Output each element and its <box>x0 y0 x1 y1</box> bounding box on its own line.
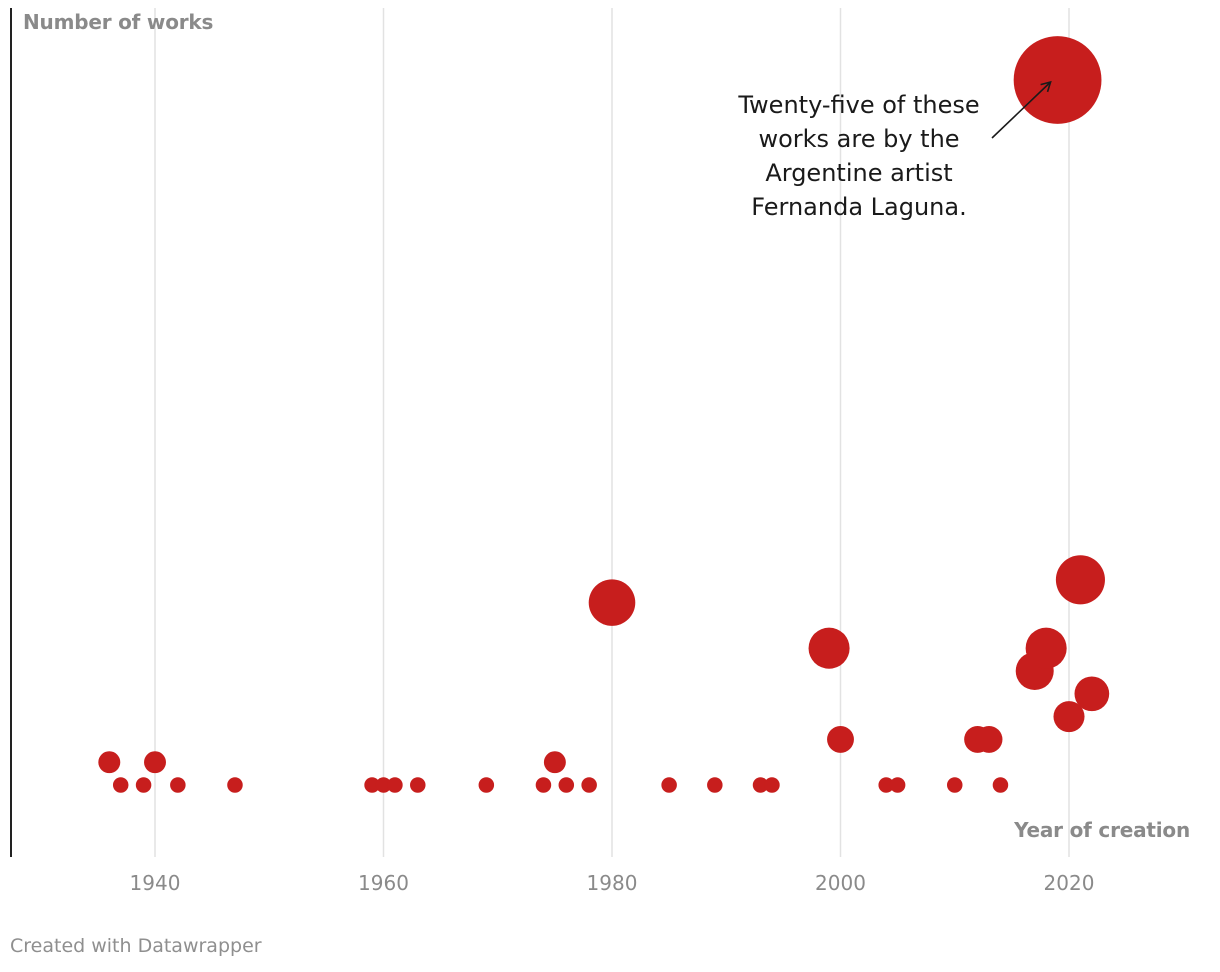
data-point-1963 <box>410 777 426 793</box>
data-point-1959 <box>364 777 380 793</box>
x-gridlines <box>154 8 1070 857</box>
data-point-1969 <box>478 777 495 793</box>
data-point-1980 <box>588 579 636 626</box>
data-point-1936 <box>98 751 121 774</box>
data-point-1974 <box>535 777 552 793</box>
x-tick-label-1980: 1980 <box>587 871 638 895</box>
x-tick-labels: 1940 1960 1980 2000 2020 <box>130 871 1095 895</box>
data-point-1960 <box>375 777 392 793</box>
annotation-arrow <box>991 80 1052 139</box>
data-point-1978 <box>581 777 597 793</box>
x-axis-title: Year of creation <box>1014 818 1190 842</box>
data-point-1961 <box>387 777 403 793</box>
x-tick-label-2000: 2000 <box>815 871 866 895</box>
data-point-1937 <box>112 777 129 793</box>
data-point-1999 <box>808 627 850 669</box>
data-point-2000 <box>827 725 854 753</box>
data-point-2021 <box>1055 555 1105 605</box>
data-point-1994 <box>764 777 780 793</box>
x-tick-label-1940: 1940 <box>130 871 181 895</box>
x-tick-label-1960: 1960 <box>358 871 409 895</box>
data-point-1976 <box>558 777 575 793</box>
data-point-2020 <box>1053 701 1085 733</box>
data-point-2013 <box>975 725 1003 753</box>
data-point-2005 <box>889 777 906 793</box>
data-point-2014 <box>992 777 1009 793</box>
data-point-2010 <box>946 777 963 793</box>
data-point-1942 <box>170 777 186 793</box>
annotation-text: Twenty-five of these works are by the Ar… <box>738 91 980 221</box>
data-point-1975 <box>543 751 566 774</box>
data-point-1947 <box>227 777 243 793</box>
data-point-2004 <box>878 777 894 793</box>
data-point-2018 <box>1025 627 1067 669</box>
data-point-1993 <box>752 777 769 793</box>
data-point-2019 <box>1013 36 1102 124</box>
data-point-1940 <box>144 751 166 774</box>
data-point-2022 <box>1074 676 1110 712</box>
credit-text: Created with Datawrapper <box>10 935 262 957</box>
data-point-1939 <box>135 777 152 793</box>
x-tick-label-2020: 2020 <box>1044 871 1095 895</box>
data-point-1989 <box>707 777 723 793</box>
data-point-1985 <box>661 777 677 793</box>
data-points <box>98 36 1110 793</box>
y-axis-title: Number of works <box>23 10 214 34</box>
